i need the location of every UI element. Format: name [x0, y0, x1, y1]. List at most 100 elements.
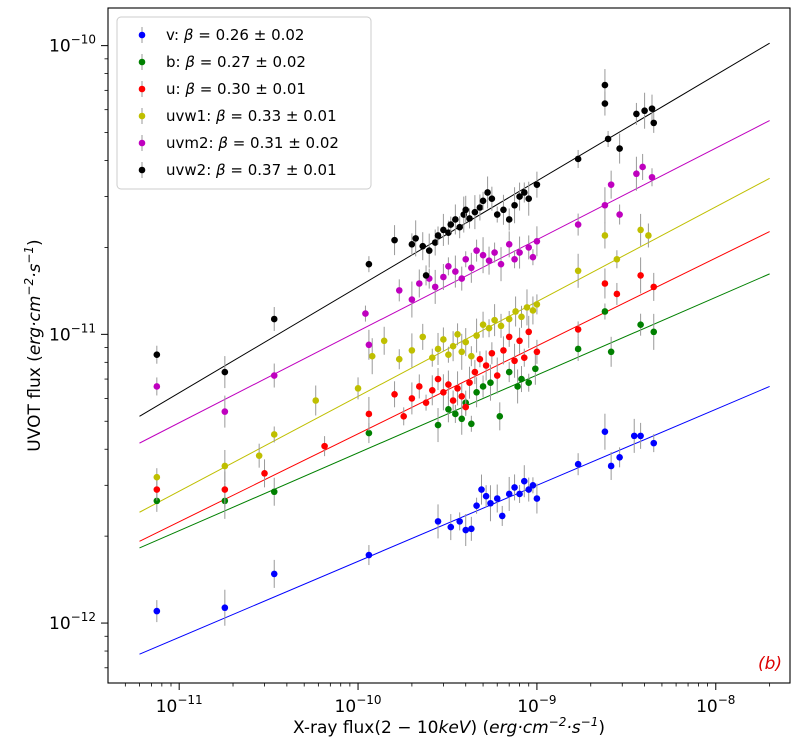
data-point-u — [261, 470, 268, 477]
legend-entry-uvw1: uvw1: β = 0.33 ± 0.01 — [138, 107, 337, 125]
data-point-uvm2 — [431, 283, 439, 291]
data-point-uvm2 — [458, 275, 466, 282]
data-point-v — [529, 482, 537, 489]
data-point-b — [607, 348, 615, 356]
data-point-u — [400, 413, 408, 420]
data-point-u — [525, 328, 533, 336]
data-point-u — [428, 387, 436, 394]
data-point-uvw2 — [511, 201, 518, 209]
data-point-u — [471, 368, 479, 376]
data-point-b — [505, 368, 513, 376]
data-point-uvw1 — [445, 351, 452, 359]
data-point-uvm2 — [616, 211, 623, 218]
data-point-uvw1 — [479, 321, 487, 328]
fit-line-uvw2 — [139, 42, 770, 417]
data-point-u — [449, 397, 457, 404]
data-point-uvw2 — [408, 241, 416, 248]
data-point-v — [462, 526, 470, 534]
data-point-uvw1 — [497, 322, 505, 330]
data-point-b — [434, 421, 442, 429]
data-point-u — [482, 362, 490, 369]
data-point-v — [153, 607, 161, 615]
data-point-uvm2 — [221, 408, 229, 415]
data-point-uvw1 — [637, 226, 644, 234]
data-point-uvw2 — [221, 368, 229, 376]
x-axis-ticks: 10−11 10−10 10−9 10−8 — [124, 683, 771, 717]
data-point-uvw1 — [505, 315, 513, 323]
data-point-v — [482, 492, 490, 500]
legend-label: uvm2: β = 0.31 ± 0.02 — [166, 134, 339, 152]
data-point-uvw2 — [533, 181, 541, 188]
data-point-u — [476, 355, 484, 363]
data-point-u — [500, 347, 507, 354]
data-point-uvw1 — [312, 397, 320, 404]
data-point-uvw1 — [645, 232, 652, 239]
fit-line-u — [139, 231, 770, 542]
data-point-u — [221, 486, 229, 493]
data-point-v — [468, 525, 475, 533]
legend-entry-uvm2: uvm2: β = 0.31 ± 0.02 — [138, 134, 339, 152]
data-point-uvw2 — [520, 189, 528, 196]
data-point-b — [514, 383, 521, 390]
data-point-u — [650, 283, 658, 291]
data-point-u — [445, 381, 452, 388]
data-point-uvm2 — [452, 268, 459, 275]
data-point-uvw2 — [484, 189, 491, 196]
data-point-b — [601, 308, 609, 315]
data-point-uvw2 — [574, 155, 582, 163]
data-point-uvw2 — [447, 221, 455, 228]
legend-entry-v: v: β = 0.26 ± 0.02 — [138, 26, 304, 44]
legend: v: β = 0.26 ± 0.02 b: β = 0.27 ± 0.02 u: β… — [116, 16, 372, 190]
data-point-u — [415, 383, 423, 390]
data-point-uvw1 — [380, 337, 388, 345]
data-point-b — [473, 388, 480, 396]
y-tick-label: 10−10 — [49, 33, 96, 57]
data-point-uvw2 — [445, 229, 452, 236]
data-point-b — [468, 420, 475, 428]
data-point-uvw1 — [434, 345, 442, 353]
data-point-uvm2 — [529, 253, 537, 261]
data-point-u — [462, 403, 470, 411]
y-axis-label: UVOT flux (erg·cm−2·s−1) — [22, 239, 45, 451]
data-point-u — [511, 357, 518, 365]
data-points — [153, 69, 658, 626]
data-point-uvw2 — [516, 193, 523, 200]
data-point-uvw2 — [462, 206, 470, 214]
data-point-uvm2 — [607, 181, 615, 188]
data-point-uvw2 — [270, 315, 278, 323]
data-point-uvm2 — [491, 249, 498, 256]
y-axis-ticks: 10−12 10−11 10−10 — [49, 33, 108, 669]
data-point-v — [601, 428, 609, 436]
legend-marker — [138, 139, 146, 147]
data-point-uvw2 — [422, 272, 430, 279]
series-uvw1 — [153, 213, 652, 487]
data-point-v — [516, 490, 523, 498]
legend-label: u: β = 0.30 ± 0.01 — [166, 80, 306, 98]
data-point-uvw1 — [449, 342, 457, 350]
data-point-u — [533, 348, 541, 356]
x-tick-label: 10−8 — [696, 693, 735, 717]
data-point-uvm2 — [479, 251, 487, 259]
series-v — [153, 413, 658, 626]
data-point-u — [613, 290, 621, 298]
data-point-v — [533, 495, 541, 502]
data-point-b — [532, 365, 539, 373]
data-point-uvm2 — [445, 263, 452, 270]
data-point-uvm2 — [485, 257, 493, 264]
data-point-u — [153, 486, 161, 493]
data-point-uvm2 — [462, 255, 470, 263]
data-point-u — [601, 280, 609, 287]
data-point-v — [607, 462, 615, 470]
data-point-u — [458, 393, 466, 400]
data-point-uvw1 — [428, 354, 436, 362]
data-point-b — [479, 383, 487, 390]
data-point-u — [440, 388, 447, 396]
data-point-b — [637, 321, 644, 328]
data-point-uvw1 — [354, 385, 362, 392]
series-uvm2 — [153, 153, 656, 428]
data-point-u — [408, 395, 416, 402]
legend-entry-uvw2: uvw2: β = 0.37 ± 0.01 — [138, 161, 337, 179]
data-point-u — [391, 390, 398, 398]
data-point-uvw2 — [500, 206, 507, 214]
data-point-uvw1 — [468, 352, 475, 360]
